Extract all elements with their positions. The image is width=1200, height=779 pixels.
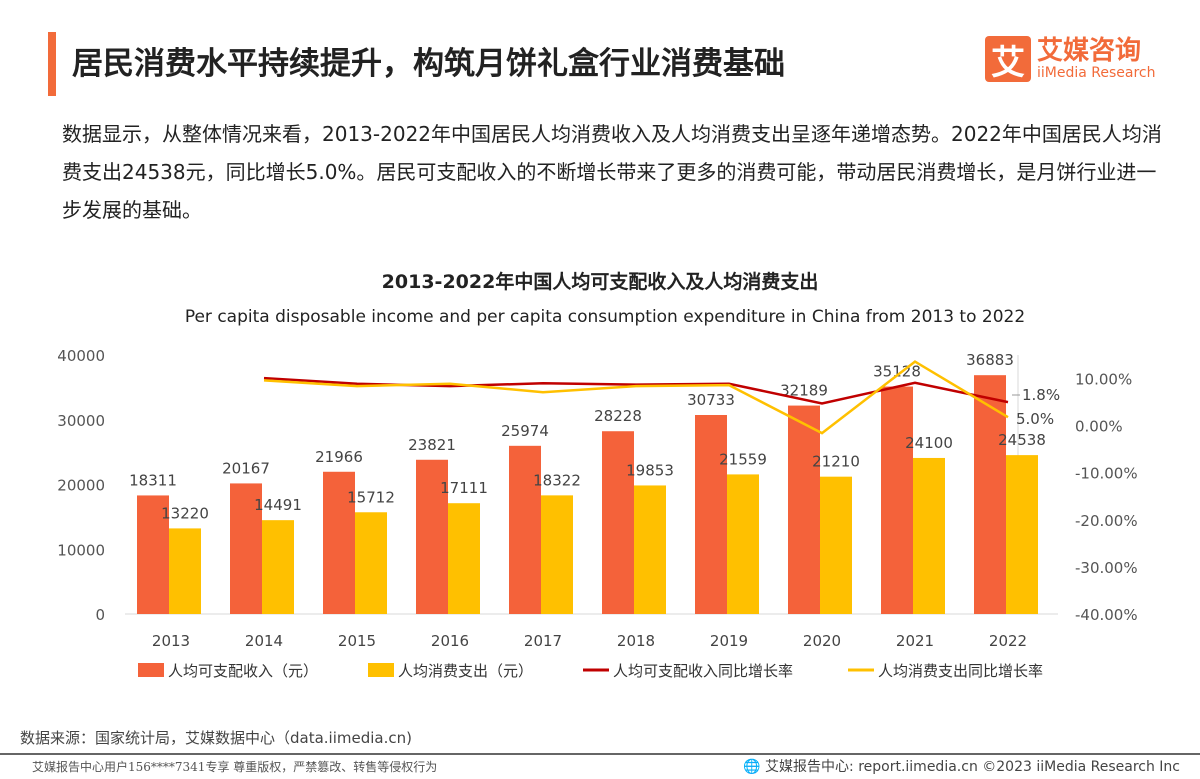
y2-tick-label: 10.00%: [1075, 371, 1132, 389]
y-tick-label: 10000: [57, 541, 105, 559]
legend-label: 人均消费支出（元）: [398, 662, 533, 680]
bar-income: [602, 431, 634, 614]
logo-en: iiMedia Research: [1037, 65, 1156, 81]
bar-expenditure: [541, 495, 573, 614]
y2-tick-label: -20.00%: [1075, 512, 1138, 530]
title-accent-bar: [48, 32, 56, 96]
data-label: 21559: [719, 450, 767, 468]
legend-label: 人均可支配收入同比增长率: [613, 662, 793, 680]
y-tick-label: 0: [95, 606, 105, 624]
bar-expenditure: [727, 474, 759, 614]
chart-subtitle: Per capita disposable income and per cap…: [184, 307, 1026, 327]
x-tick-label: 2022: [989, 632, 1027, 650]
report-site: 🌐 艾媒报告中心: report.iimedia.cn ©2023 iiMedi…: [743, 759, 1180, 775]
data-label: 18322: [533, 471, 581, 489]
annotation-label: 1.8%: [1022, 386, 1060, 404]
bar-expenditure: [262, 520, 294, 614]
legend-swatch: [138, 663, 164, 677]
data-label: 35128: [873, 363, 921, 381]
data-label: 13220: [161, 504, 209, 522]
bar-expenditure: [448, 503, 480, 614]
data-label: 19853: [626, 461, 674, 479]
logo-cn: 艾媒咨询: [1037, 36, 1142, 66]
chart: 0 10000 20000 30000 40000 -40.00% -30.00% -20.0…: [57, 347, 1138, 680]
x-tick-label: 2017: [524, 632, 562, 650]
data-label: 36883: [966, 351, 1014, 369]
bar-expenditure: [820, 476, 852, 614]
bar-expenditure: [355, 512, 387, 614]
y2-tick-label: -40.00%: [1075, 606, 1138, 624]
logo-mark: 艾: [985, 36, 1031, 83]
data-label: 28228: [594, 407, 642, 425]
data-label: 32189: [780, 382, 828, 400]
data-label: 30733: [687, 391, 735, 409]
y2-tick-label: 0.00%: [1075, 418, 1123, 436]
data-label: 24538: [998, 431, 1046, 449]
x-tick-label: 2018: [617, 632, 655, 650]
x-tick-label: 2013: [152, 632, 190, 650]
legend-label: 人均可支配收入（元）: [168, 662, 318, 680]
legend-label: 人均消费支出同比增长率: [878, 662, 1043, 680]
data-label: 25974: [501, 422, 549, 440]
data-label: 15712: [347, 488, 395, 506]
bar-income: [416, 459, 448, 614]
data-label: 14491: [254, 496, 302, 514]
bar-income: [974, 375, 1006, 614]
chart-title: 2013-2022年中国人均可支配收入及人均消费支出: [381, 271, 819, 293]
logo: 艾 艾媒咨询 iiMedia Research: [985, 36, 1156, 83]
footer-divider: [0, 753, 1200, 755]
description-paragraph: 数据显示，从整体情况来看，2013-2022年中国居民人均消费收入及人均消费支出…: [62, 122, 1162, 222]
data-label: 24100: [905, 434, 953, 452]
globe-icon: 🌐: [743, 759, 761, 775]
x-tick-label: 2015: [338, 632, 376, 650]
bar-income: [137, 495, 169, 614]
legend-swatch: [368, 663, 394, 677]
data-source: 数据来源：国家统计局，艾媒数据中心（data.iimedia.cn): [20, 729, 412, 747]
data-label: 18311: [129, 471, 177, 489]
y-tick-label: 30000: [57, 412, 105, 430]
bar-income: [509, 445, 541, 614]
bar-expenditure: [634, 485, 666, 614]
x-tick-label: 2021: [896, 632, 934, 650]
bar-expenditure: [1006, 455, 1038, 614]
line-expenditure-growth: [263, 360, 1009, 435]
bar-income: [230, 483, 262, 614]
bar-income: [788, 405, 820, 614]
bar-income: [323, 471, 355, 614]
y2-tick-label: -30.00%: [1075, 559, 1138, 577]
data-label: 21210: [812, 453, 860, 471]
y2-tick-label: -10.00%: [1075, 465, 1138, 483]
x-tick-label: 2016: [431, 632, 469, 650]
x-tick-label: 2020: [803, 632, 841, 650]
bar-income: [695, 415, 727, 614]
copyright-notice: 艾媒报告中心用户156****7341专享 尊重版权，严禁篡改、转售等侵权行为: [32, 760, 438, 774]
bar-income: [881, 386, 913, 614]
data-label: 21966: [315, 448, 363, 466]
data-label: 17111: [440, 479, 488, 497]
y-tick-label: 20000: [57, 477, 105, 495]
bar-expenditure: [169, 528, 201, 614]
y-tick-label: 40000: [57, 347, 105, 365]
x-tick-label: 2014: [245, 632, 283, 650]
annotation-label: 5.0%: [1016, 410, 1054, 428]
data-label: 20167: [222, 459, 270, 477]
x-tick-label: 2019: [710, 632, 748, 650]
data-label: 23821: [408, 436, 456, 454]
bar-expenditure: [913, 457, 945, 614]
page-title: 居民消费水平持续提升，构筑月饼礼盒行业消费基础: [72, 46, 785, 82]
